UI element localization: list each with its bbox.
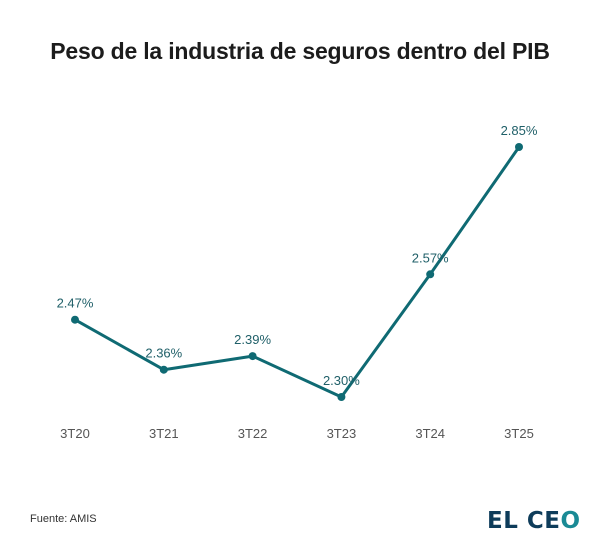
x-tick-label-3T25: 3T25 <box>504 426 534 441</box>
data-label-3T25: 2.85% <box>501 123 538 138</box>
data-label-3T21: 2.36% <box>145 346 182 361</box>
x-tick-label-3T21: 3T21 <box>149 426 179 441</box>
data-point-3T25 <box>515 143 523 151</box>
series-line <box>74 146 521 399</box>
x-tick-label-3T20: 3T20 <box>60 426 90 441</box>
el-ceo-logo: EL CEO <box>487 508 581 534</box>
data-point-3T20 <box>71 315 79 324</box>
data-label-3T20: 2.47% <box>57 296 94 311</box>
data-point-3T22 <box>248 352 257 361</box>
source-note: Fuente: AMIS <box>30 513 97 525</box>
series-layer <box>74 146 521 399</box>
x-tick-label-3T23: 3T23 <box>327 426 357 441</box>
data-point-3T24 <box>426 270 435 279</box>
data-point-3T23 <box>337 393 346 401</box>
data-point-3T21 <box>159 365 168 374</box>
data-label-3T22: 2.39% <box>234 332 271 347</box>
data-label-3T23: 2.30% <box>323 373 360 388</box>
data-labels-layer: 2.47% 2.36% 2.39% 2.30% 2.57% 2.85% <box>57 123 538 388</box>
logo-accent-letter: O <box>560 508 581 534</box>
x-axis-tick-labels: 3T20 3T21 3T22 3T23 3T24 3T25 <box>60 426 534 441</box>
points-layer <box>71 143 523 401</box>
x-tick-label-3T22: 3T22 <box>238 426 268 441</box>
data-label-3T24: 2.57% <box>412 250 449 265</box>
chart-title: Peso de la industria de seguros dentro d… <box>50 38 550 64</box>
x-tick-label-3T24: 3T24 <box>415 426 445 441</box>
logo-text: EL CE <box>487 508 561 534</box>
